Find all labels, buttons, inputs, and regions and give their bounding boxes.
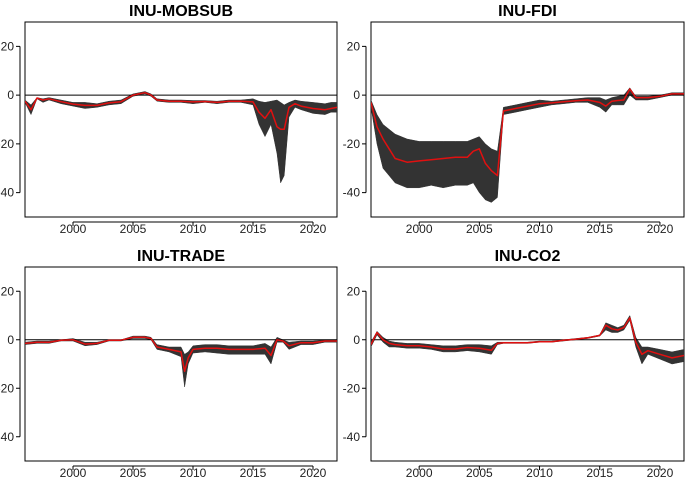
x-tick-label: 2000: [406, 466, 433, 480]
plot-area: [371, 87, 684, 203]
confidence-band: [371, 314, 684, 365]
x-tick-label: 2020: [647, 466, 674, 480]
x-tick-label: 2000: [406, 222, 433, 236]
plot-frame: [370, 266, 685, 462]
estimate-line: [25, 91, 337, 131]
estimate-line: [25, 336, 337, 373]
y-tick-label: 0: [353, 88, 360, 102]
y-tick-label: 0: [7, 88, 14, 102]
y-tick-label: 20: [1, 284, 15, 298]
chart-panel-inu-co2: INU-CO2 20 0 -20 -40 2000 2005 2010 2015 2020: [343, 248, 685, 480]
plot-frame: [24, 266, 338, 462]
x-tick-label: 2010: [180, 466, 207, 480]
x-tick-label: 2015: [586, 222, 613, 236]
x-tick-label: 2015: [240, 466, 267, 480]
y-tick-label: 20: [347, 284, 361, 298]
y-tick-label: -40: [343, 430, 361, 444]
plot-area: [371, 314, 684, 365]
x-tick-label: 2020: [300, 466, 327, 480]
plot-frame: [24, 21, 338, 218]
chart-panel-inu-trade: INU-TRADE 20 0 -20 -40 2000 2005 2010 2015 2020: [0, 248, 338, 480]
estimate-line: [371, 317, 684, 359]
confidence-band: [25, 91, 337, 184]
y-tick-label: -40: [0, 430, 14, 444]
y-tick-label: -40: [343, 186, 361, 200]
chart-title: INU-TRADE: [137, 248, 225, 265]
plot-area: [25, 335, 337, 388]
y-tick-label: 20: [347, 39, 361, 53]
y-tick-label: -20: [0, 381, 14, 395]
confidence-band: [371, 87, 684, 203]
y-tick-label: 20: [1, 39, 15, 53]
confidence-band: [25, 335, 337, 388]
y-tick-label: 0: [353, 333, 360, 347]
x-tick-label: 2005: [120, 222, 147, 236]
y-tick-label: -20: [343, 137, 361, 151]
plot-frame: [370, 21, 685, 218]
x-tick-label: 2015: [586, 466, 613, 480]
y-tick-label: -40: [0, 186, 14, 200]
chart-title: INU-CO2: [495, 248, 561, 265]
plot-area: [25, 91, 337, 184]
x-tick-label: 2005: [120, 466, 147, 480]
x-tick-label: 2010: [526, 466, 553, 480]
x-tick-label: 2015: [240, 222, 267, 236]
x-tick-label: 2000: [60, 222, 87, 236]
y-tick-label: -20: [343, 381, 361, 395]
x-tick-label: 2005: [466, 222, 493, 236]
chart-title: INU-MOBSUB: [129, 3, 233, 20]
chart-panel-inu-fdi: INU-FDI 20 0 -20 -40 2000 2005 2010 2015 2020: [343, 3, 685, 236]
estimate-line: [371, 88, 684, 177]
chart-title: INU-FDI: [498, 3, 557, 20]
y-tick-label: 0: [7, 333, 14, 347]
x-tick-label: 2020: [300, 222, 327, 236]
chart-panel-inu-mobsub: INU-MOBSUB 20 0 -20 -40 2000 2005 2010 2015 2020: [0, 3, 338, 236]
x-tick-label: 2010: [526, 222, 553, 236]
y-tick-label: -20: [0, 137, 14, 151]
x-tick-label: 2020: [647, 222, 674, 236]
x-tick-label: 2010: [180, 222, 207, 236]
x-tick-label: 2000: [60, 466, 87, 480]
x-tick-label: 2005: [466, 466, 493, 480]
